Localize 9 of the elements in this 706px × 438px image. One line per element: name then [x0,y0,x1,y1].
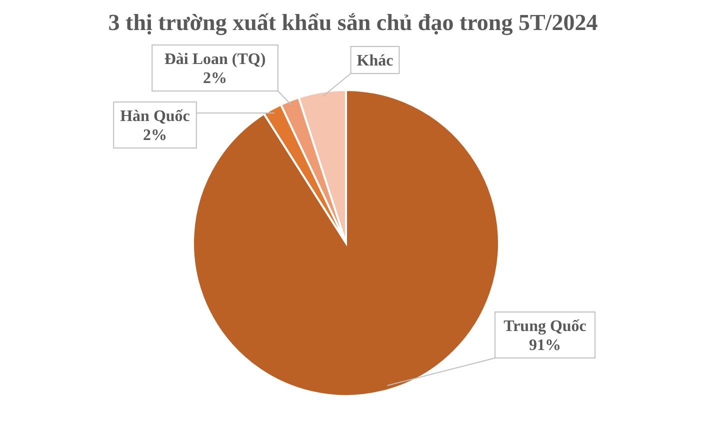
slice-label: Khác [356,52,394,70]
chart-title: 3 thị trường xuất khẩu sắn chủ đạo trong 5T/2024 [108,10,598,36]
data-label: 2% [143,127,167,144]
data-label: 2% [203,70,227,87]
data-label: 91% [529,337,561,354]
pie-slice [192,89,500,397]
slice-label: Trung Quốc [504,318,586,335]
slice-label: Hàn Quốc [120,108,190,125]
slice-label: Đài Loan (TQ) [164,51,266,68]
